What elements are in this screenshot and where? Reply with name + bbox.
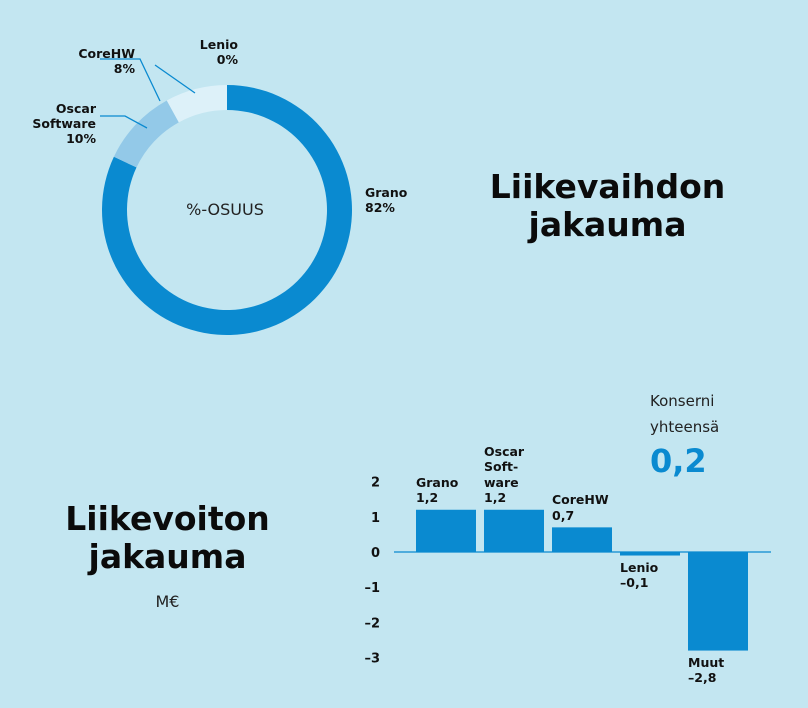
bar-label-corehw-name-0: CoreHW (552, 492, 609, 508)
y-tick-label: 2 (371, 476, 380, 491)
revenue-title-line1: Liikevaihdon (489, 167, 726, 206)
group-total-value: 0,2 (650, 442, 707, 480)
bar-label-oscar-software-name-0: Oscar (484, 443, 525, 459)
donut-label-lenio-value: 0% (216, 52, 238, 67)
bar-label-lenio: Lenio –0,1 (620, 560, 658, 591)
leader-line-lenio (154, 64, 196, 94)
leader-line-corehw (100, 58, 161, 102)
donut-label-oscar-software-name-1: Software (32, 116, 96, 131)
donut-label-oscar-software: Oscar Software 10% (0, 101, 96, 146)
bar-label-lenio-name-0: Lenio (620, 559, 659, 575)
bar-label-corehw-value: 0,7 (552, 507, 575, 523)
donut-label-oscar-software-value: 10% (66, 131, 96, 146)
group-total-label-line2: yhteensä (650, 418, 720, 436)
bar-label-muut-value: –2,8 (688, 670, 717, 686)
revenue-title-line2: jakauma (528, 205, 687, 244)
profit-title-line1: Liikevoiton (65, 499, 270, 538)
bar-label-oscar-software-value: 1,2 (484, 490, 507, 506)
y-tick-label: 0 (371, 546, 380, 561)
donut-label-grano-value: 82% (365, 200, 395, 215)
donut-slice-corehw (166, 85, 227, 123)
bar-label-oscar-software-name-1: Soft- (484, 459, 519, 475)
bar-oscar-software (484, 509, 544, 552)
bar-label-grano-value: 1,2 (416, 490, 439, 506)
revenue-donut-chart (100, 58, 353, 336)
group-total-label: Konserni yhteensä (650, 388, 719, 440)
donut-label-grano: Grano 82% (365, 185, 407, 215)
bar-label-lenio-value: –0,1 (620, 575, 649, 591)
bar-label-oscar-software-name-2: ware (484, 474, 519, 490)
donut-label-grano-name-0: Grano (365, 185, 408, 200)
bar-label-corehw: CoreHW 0,7 (552, 492, 609, 523)
y-tick-label: 1 (371, 511, 380, 526)
y-tick-label: –3 (364, 652, 380, 667)
donut-label-corehw-value: 8% (113, 61, 135, 76)
profit-title: Liikevoiton jakauma (45, 500, 290, 576)
leader-line-oscar-software (100, 115, 148, 129)
donut-label-oscar-software-name-0: Oscar (55, 101, 96, 116)
donut-slice-oscar-software (113, 100, 179, 168)
y-tick-label: –2 (364, 616, 380, 631)
donut-center-label: %-OSUUS (186, 200, 264, 219)
profit-unit: M€ (155, 592, 180, 611)
group-total-label-line1: Konserni (650, 392, 715, 410)
donut-label-lenio: Lenio 0% (150, 37, 238, 67)
donut-label-corehw-name-0: CoreHW (78, 46, 135, 61)
bar-label-oscar-software: Oscar Soft-ware 1,2 (484, 444, 524, 506)
bar-muut (688, 552, 748, 651)
y-tick-label: –1 (364, 581, 380, 596)
bar-corehw (552, 527, 612, 552)
donut-label-corehw: CoreHW 8% (0, 46, 135, 76)
bar-lenio (620, 552, 680, 556)
bar-grano (416, 509, 476, 552)
bar-label-muut-name-0: Muut (688, 654, 725, 670)
bar-label-grano: Grano 1,2 (416, 475, 458, 506)
revenue-title: Liikevaihdon jakauma (470, 168, 745, 244)
bar-label-muut: Muut –2,8 (688, 655, 724, 686)
profit-title-line2: jakauma (88, 537, 247, 576)
bar-label-grano-name-0: Grano (416, 474, 459, 490)
donut-label-lenio-name-0: Lenio (199, 37, 238, 52)
